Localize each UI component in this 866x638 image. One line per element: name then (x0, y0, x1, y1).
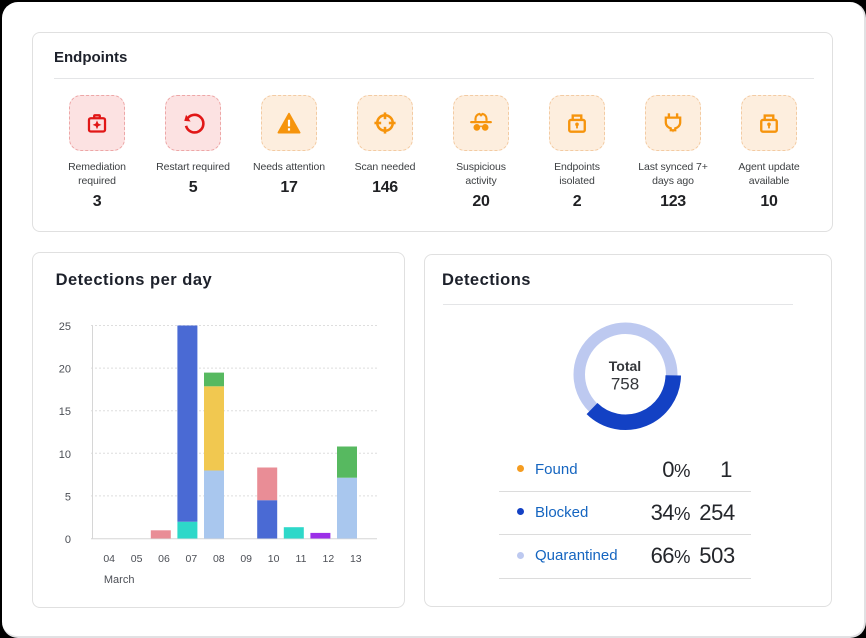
svg-text:20: 20 (59, 364, 71, 376)
svg-text:05: 05 (131, 553, 143, 565)
svg-text:11: 11 (296, 553, 307, 565)
svg-text:06: 06 (158, 553, 170, 565)
svg-text:March: March (104, 574, 135, 586)
svg-text:15: 15 (59, 406, 71, 418)
svg-text:10: 10 (59, 449, 71, 461)
svg-text:09: 09 (240, 553, 252, 565)
svg-text:04: 04 (103, 553, 115, 565)
svg-text:25: 25 (59, 321, 71, 333)
svg-text:08: 08 (213, 553, 225, 565)
svg-text:10: 10 (268, 553, 280, 565)
svg-text:0: 0 (65, 534, 71, 546)
svg-text:13: 13 (350, 553, 362, 565)
svg-text:5: 5 (65, 491, 71, 503)
svg-text:12: 12 (323, 553, 335, 565)
svg-text:Total: Total (609, 358, 641, 374)
svg-text:758: 758 (611, 375, 639, 394)
svg-text:07: 07 (186, 553, 198, 565)
